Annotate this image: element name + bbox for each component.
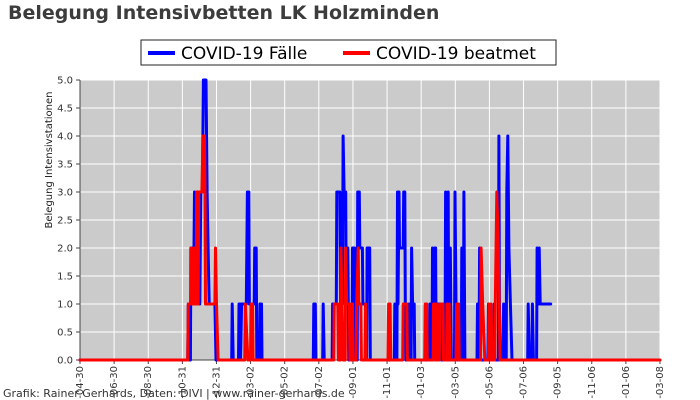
- y-tick-label: 0.0: [57, 356, 73, 367]
- x-tick-label: -07-06: [519, 366, 530, 399]
- y-tick-label: 2.0: [57, 244, 73, 255]
- y-tick-label: 3.0: [57, 188, 73, 199]
- credit-text: Grafik: Rainer Gerhards, Daten: DIVI | w…: [3, 387, 345, 400]
- y-tick-label: 3.5: [57, 160, 73, 171]
- x-tick-label: -11-01: [382, 366, 393, 399]
- y-axis: 0.0 0.5 1.0 1.5 2.0 2.5 3.0 3.5 4.0 4.5 5.0: [57, 76, 81, 367]
- legend: COVID-19 Fälle COVID-19 beatmet: [140, 39, 557, 66]
- y-tick-label: 0.5: [57, 328, 73, 339]
- y-tick-label: 4.5: [57, 104, 73, 115]
- legend-label-cases: COVID-19 Fälle: [181, 44, 307, 64]
- x-tick-label: -07-02: [314, 366, 325, 399]
- x-tick-label: -03-08: [655, 366, 666, 399]
- x-tick-label: -09-05: [553, 366, 564, 399]
- chart-title: Belegung Intensivbetten LK Holzminden: [8, 2, 439, 24]
- x-tick-label: -12-31: [211, 366, 222, 399]
- x-tick-label: -06-30: [109, 366, 120, 399]
- x-tick-label: -04-30: [75, 366, 86, 399]
- x-tick-label: -01-03: [416, 366, 427, 399]
- x-tick-label: -11-06: [587, 366, 598, 399]
- y-tick-label: 4.0: [57, 132, 73, 143]
- legend-label-ventilated: COVID-19 beatmet: [376, 44, 536, 64]
- series-line-ventilated: [78, 134, 662, 362]
- series-lines: [78, 78, 662, 362]
- x-tick-label: -10-31: [177, 366, 188, 399]
- y-axis-label: Belegung Intensivstationen: [44, 91, 55, 228]
- y-tick-label: 1.0: [57, 300, 73, 311]
- x-tick-label: -09-01: [348, 366, 359, 399]
- y-tick-label: 1.5: [57, 272, 73, 283]
- x-tick-label: -01-06: [621, 366, 632, 399]
- x-tick-label: -05-06: [484, 366, 495, 399]
- x-tick-label: -08-30: [143, 366, 154, 399]
- x-tick-label: -05-02: [280, 366, 291, 399]
- y-tick-label: 2.5: [57, 216, 73, 227]
- x-tick-label: -03-05: [450, 366, 461, 399]
- x-tick-label: -03-02: [246, 366, 257, 399]
- y-tick-label: 5.0: [57, 76, 73, 87]
